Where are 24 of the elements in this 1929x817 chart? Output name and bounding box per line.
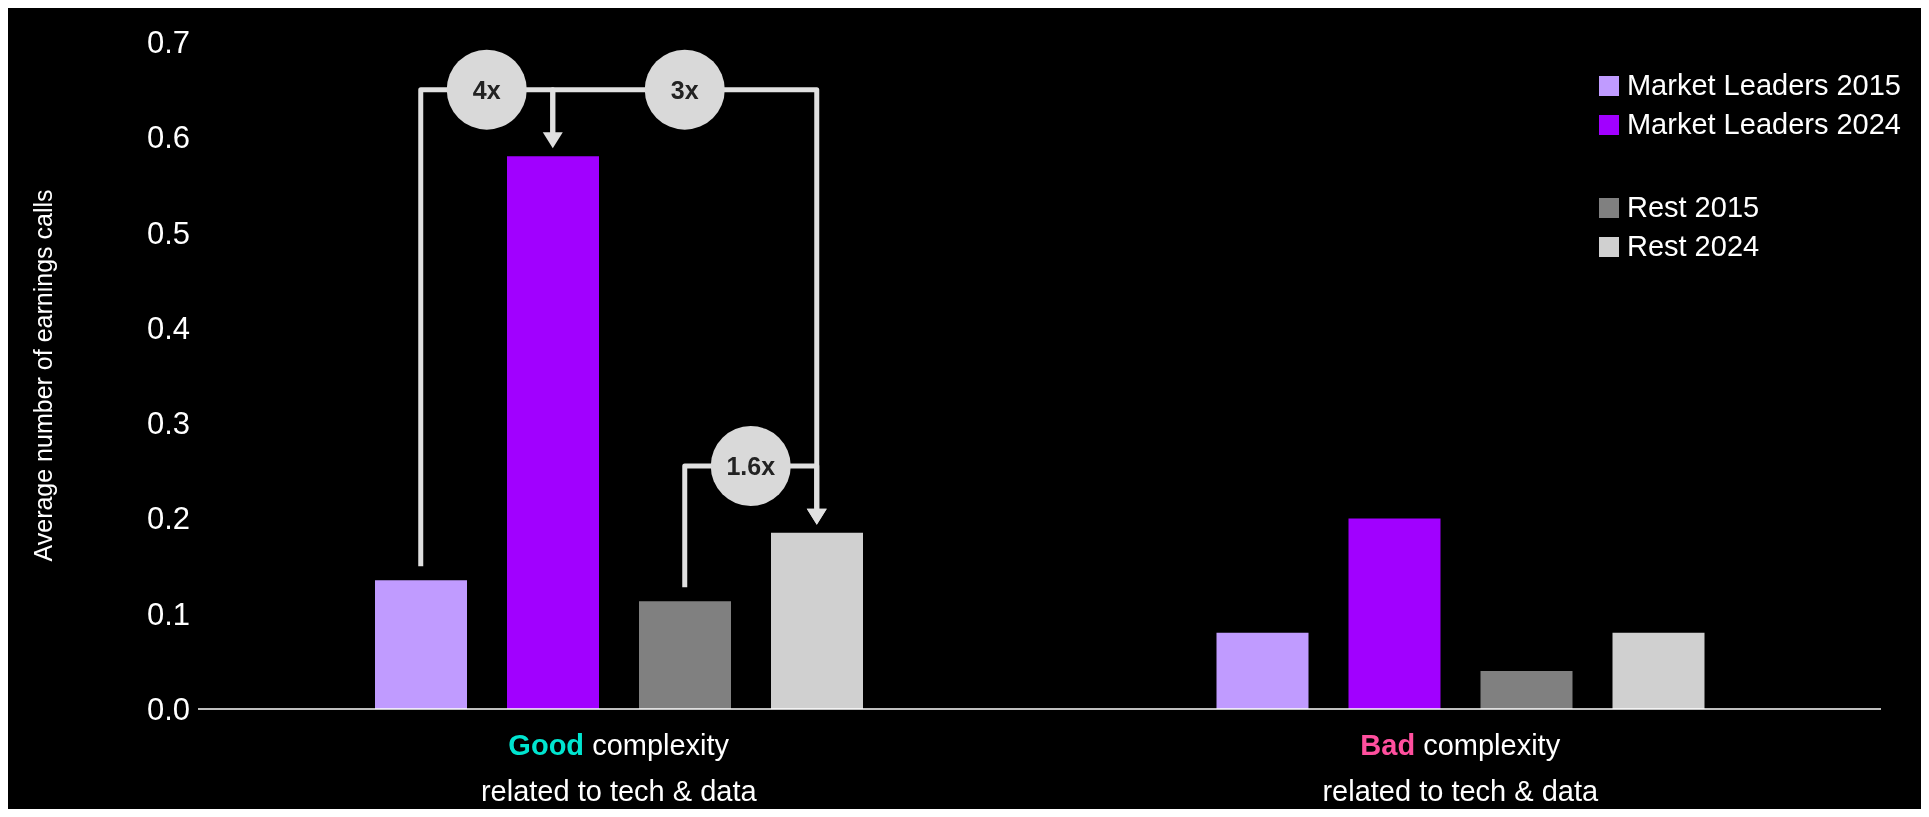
bar (1612, 632, 1705, 709)
y-tick-label: 0.6 (146, 120, 190, 156)
legend-label: Rest 2024 (1626, 230, 1760, 263)
bar (1480, 670, 1573, 709)
y-tick-label: 0.5 (146, 215, 190, 251)
bar (639, 601, 731, 709)
legend-label: Rest 2015 (1626, 191, 1760, 224)
annotation: 3x (670, 75, 699, 104)
bar (1348, 518, 1441, 709)
y-axis-title: Average number of earnings calls (28, 189, 57, 562)
y-tick-label: 0.1 (146, 596, 190, 632)
annotation: 4x (472, 75, 501, 104)
y-tick-label: 0.3 (146, 406, 190, 442)
annotation: 1.6x (726, 452, 776, 481)
legend-label: Market Leaders 2024 (1626, 108, 1901, 141)
legend-label: Market Leaders 2015 (1626, 69, 1901, 102)
y-tick-label: 0.0 (146, 692, 190, 728)
y-tick-label: 0.2 (146, 501, 190, 537)
bar (375, 580, 467, 709)
bar (1216, 632, 1309, 709)
x-tick-label: Bad complexity related to tech & data (1322, 729, 1599, 807)
x-tick-label: Good complexity related to tech & data (480, 729, 758, 807)
y-tick-label: 0.4 (146, 310, 190, 346)
y-tick-label: 0.7 (146, 25, 190, 61)
